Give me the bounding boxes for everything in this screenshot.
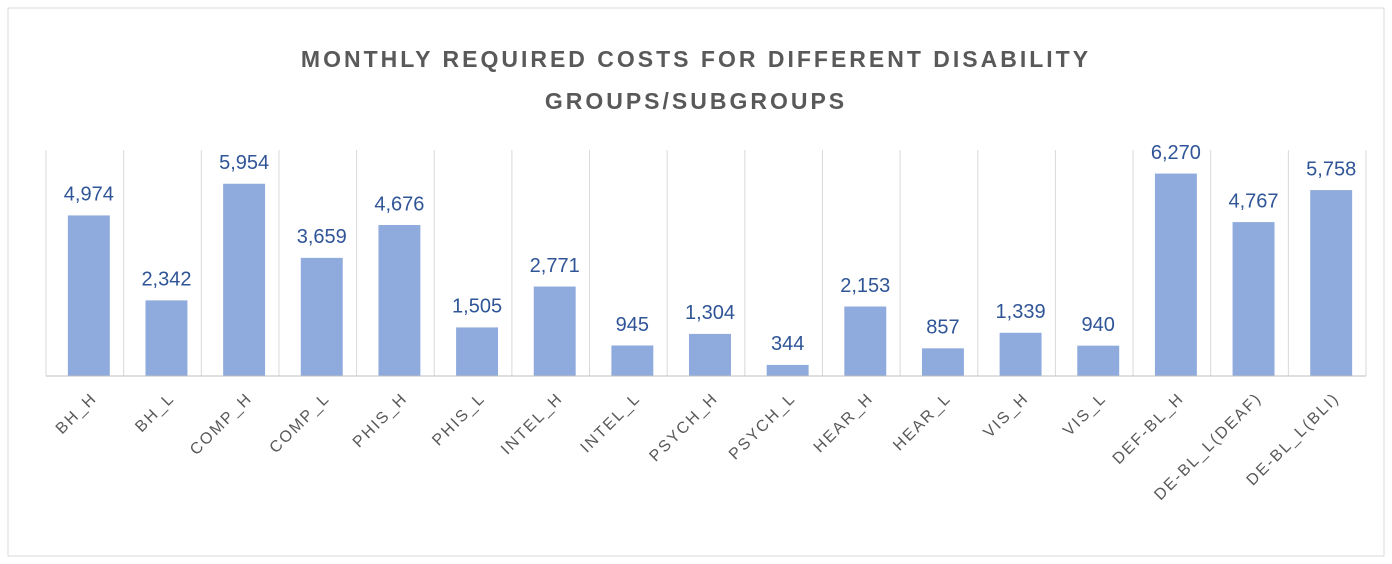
chart-title: MONTHLY REQUIRED COSTS FOR DIFFERENT DIS… [300, 46, 1092, 114]
value-label: 5,954 [219, 152, 269, 174]
value-label: 6,270 [1151, 142, 1201, 164]
bar [378, 225, 421, 376]
bar [999, 332, 1042, 376]
value-label: 5,758 [1306, 158, 1356, 180]
value-label: 1,339 [996, 301, 1046, 323]
value-label: 2,342 [141, 269, 191, 291]
value-label: 4,767 [1228, 190, 1278, 212]
value-label: 2,153 [840, 275, 890, 297]
value-label: 1,505 [452, 296, 502, 318]
bar [1077, 345, 1120, 376]
bar [766, 364, 809, 376]
value-label: 3,659 [297, 226, 347, 248]
bar [456, 327, 499, 376]
bar [533, 286, 576, 376]
bar [1154, 173, 1197, 376]
bar [1310, 190, 1353, 376]
bar [611, 345, 654, 376]
bar [300, 257, 343, 376]
value-label: 344 [771, 333, 804, 355]
bar [689, 333, 731, 376]
value-label: 857 [926, 317, 959, 339]
value-label: 4,676 [374, 193, 424, 215]
bar [921, 348, 964, 376]
bar [844, 306, 887, 376]
bar [1232, 222, 1275, 376]
value-label: 1,304 [685, 302, 735, 324]
value-label: 2,771 [530, 255, 580, 277]
bar [223, 183, 266, 376]
value-label: 945 [616, 314, 649, 336]
bar [67, 215, 110, 376]
value-label: 940 [1082, 314, 1115, 336]
bar [145, 300, 188, 376]
value-label: 4,974 [64, 184, 114, 206]
